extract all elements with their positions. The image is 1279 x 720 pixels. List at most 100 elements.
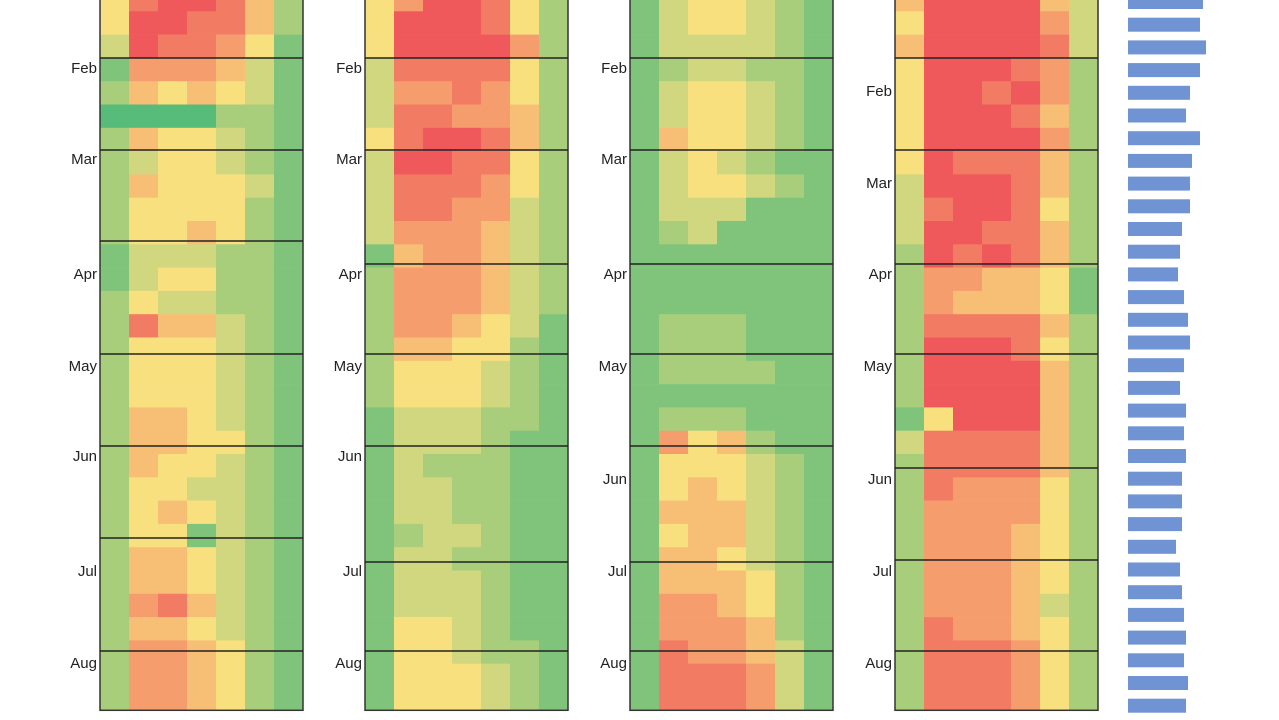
heat-cell [1069, 663, 1098, 688]
heat-cell [245, 174, 274, 198]
heat-cell [804, 290, 833, 315]
heat-cell [452, 127, 481, 152]
heat-cell [510, 0, 539, 12]
heat-cell [187, 407, 216, 431]
heat-cell [924, 0, 953, 12]
heat-cell [274, 127, 303, 152]
heat-cell [895, 104, 924, 129]
heat-cell [510, 570, 539, 595]
heat-cell [924, 337, 953, 362]
heat-cell [924, 407, 953, 431]
heat-cell [688, 500, 717, 525]
heat-cell [804, 244, 833, 268]
heat-cell [659, 314, 688, 338]
heat-cell [394, 663, 423, 688]
heat-cell [688, 687, 717, 711]
month-label: Mar [336, 151, 362, 168]
month-label: May [334, 358, 363, 375]
heat-cell [746, 34, 775, 59]
heat-cell [1011, 81, 1040, 105]
heat-cell [953, 81, 982, 105]
heat-cell [688, 547, 717, 571]
heat-cell [452, 687, 481, 711]
heat-cell [688, 617, 717, 641]
heat-cell [1011, 127, 1040, 152]
heat-cell [775, 523, 804, 548]
heat-cell [953, 687, 982, 711]
bar [1128, 290, 1184, 305]
heat-cell [895, 34, 924, 59]
heat-cell [804, 384, 833, 408]
heat-cell [510, 407, 539, 431]
heat-cell [1040, 640, 1069, 664]
heat-cell [895, 663, 924, 688]
heat-cell [187, 174, 216, 198]
heat-cell [187, 0, 216, 12]
month-label: Apr [604, 266, 627, 283]
heat-cell [775, 57, 804, 82]
panel-border [99, 0, 304, 712]
heat-cell [775, 267, 804, 292]
heat-cell [158, 640, 187, 664]
heat-cell [1069, 81, 1098, 105]
heat-cell [274, 407, 303, 431]
heat-cell [1069, 570, 1098, 595]
heat-cell [129, 454, 158, 478]
heat-cell [717, 151, 746, 175]
heat-cell [423, 151, 452, 175]
heat-cell [630, 477, 659, 501]
heat-cell [100, 127, 129, 152]
heat-cell [982, 337, 1011, 362]
heat-cell [659, 11, 688, 35]
heat-cell [452, 337, 481, 362]
heat-cell [216, 407, 245, 431]
heat-cell [245, 430, 274, 455]
heat-cell [129, 314, 158, 338]
heat-cell [158, 34, 187, 59]
heat-cell [423, 34, 452, 59]
heat-cell [129, 570, 158, 595]
heat-cell [274, 570, 303, 595]
heat-cell [539, 81, 568, 105]
heat-cell [510, 547, 539, 571]
bar [1128, 653, 1184, 668]
heat-cell [423, 407, 452, 431]
heat-cell [100, 11, 129, 35]
heat-cell [1011, 104, 1040, 129]
heat-cell [717, 523, 746, 548]
heat-cell [804, 174, 833, 198]
heat-cell [539, 523, 568, 548]
heat-cell [804, 151, 833, 175]
heat-cell [688, 197, 717, 222]
heat-cell [216, 81, 245, 105]
bar [1128, 85, 1190, 100]
heat-cell [746, 0, 775, 12]
heat-cell [481, 81, 510, 105]
heat-cell [895, 360, 924, 385]
heat-cell [129, 687, 158, 711]
heat-cell [630, 0, 659, 12]
heat-cell [216, 570, 245, 595]
heat-cell [1069, 11, 1098, 35]
heat-cell [245, 477, 274, 501]
bar [1128, 517, 1182, 532]
heat-cell [100, 244, 129, 268]
heat-cell [423, 11, 452, 35]
heat-cell [365, 314, 394, 338]
heat-cell [245, 337, 274, 362]
heat-cell [274, 617, 303, 641]
heat-cell [394, 570, 423, 595]
heat-cell [924, 593, 953, 618]
heat-cell [1040, 197, 1069, 222]
heat-cell [423, 267, 452, 292]
heat-cell [746, 547, 775, 571]
heat-cell [953, 290, 982, 315]
heat-cell [245, 454, 274, 478]
heat-cell [688, 314, 717, 338]
heat-cell [688, 384, 717, 408]
heat-cell [982, 267, 1011, 292]
heat-cell [717, 81, 746, 105]
heat-cell [423, 477, 452, 501]
heat-cell [423, 197, 452, 222]
heat-cell [746, 360, 775, 385]
